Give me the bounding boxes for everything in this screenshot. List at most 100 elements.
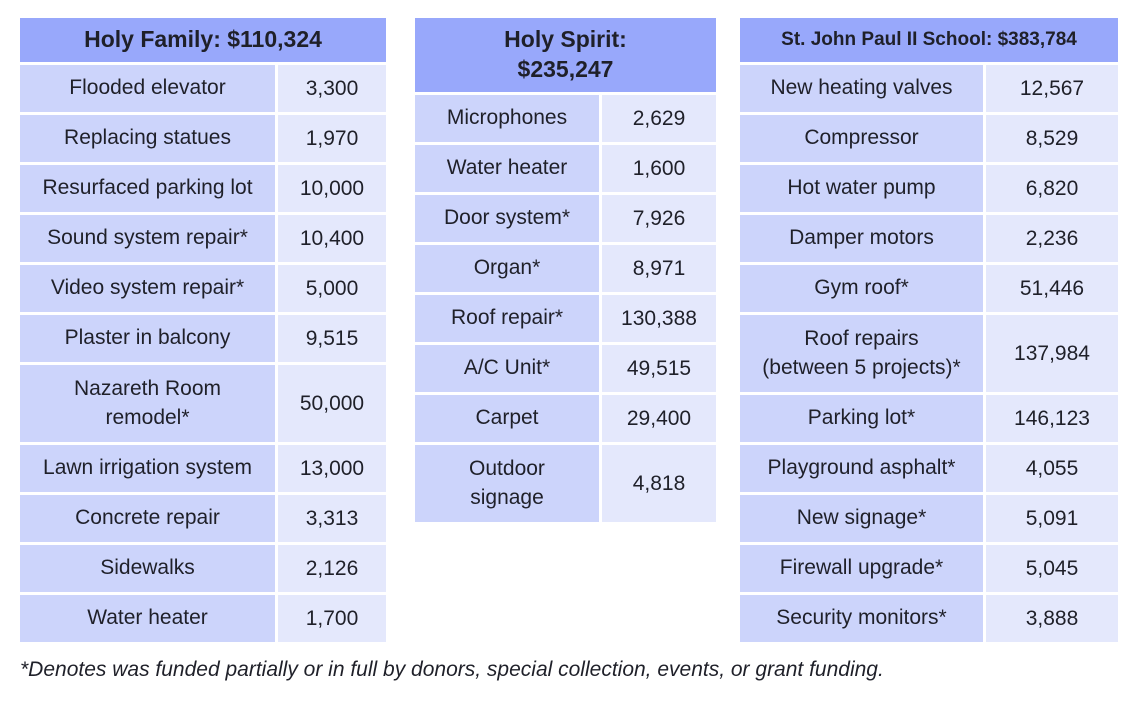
expense-label: Water heater [20,595,275,642]
expense-value: 146,123 [986,395,1118,442]
expense-value: 51,446 [986,265,1118,312]
expense-value: 137,984 [986,315,1118,392]
expense-value: 8,529 [986,115,1118,162]
expense-value: 29,400 [602,395,716,442]
table-row: Video system repair* 5,000 [20,265,386,312]
table-row: Concrete repair 3,313 [20,495,386,542]
table-title: Holy Family: $110,324 [20,18,386,62]
st-john-paul-ii-table: St. John Paul II School: $383,784 New he… [737,15,1121,645]
table-row: Sidewalks 2,126 [20,545,386,592]
table-row: Replacing statues 1,970 [20,115,386,162]
expense-value: 7,926 [602,195,716,242]
table-row: Compressor 8,529 [740,115,1118,162]
expense-label: Plaster in balcony [20,315,275,362]
expense-label: Compressor [740,115,983,162]
table-row: Roof repairs (between 5 projects)* 137,9… [740,315,1118,392]
table-row: Microphones 2,629 [415,95,716,142]
expense-label: Hot water pump [740,165,983,212]
table-header-row: Holy Family: $110,324 [20,18,386,62]
table-row: New heating valves 12,567 [740,65,1118,112]
expense-label: Nazareth Room remodel* [20,365,275,442]
expense-label: Microphones [415,95,599,142]
expense-label: Flooded elevator [20,65,275,112]
holy-spirit-table: Holy Spirit: $235,247 Microphones 2,629 … [412,15,719,525]
table-row: Outdoor signage 4,818 [415,445,716,522]
expense-value: 10,000 [278,165,386,212]
expense-label: Playground asphalt* [740,445,983,492]
expense-label: Roof repairs (between 5 projects)* [740,315,983,392]
expense-label: Video system repair* [20,265,275,312]
holy-family-table: Holy Family: $110,324 Flooded elevator 3… [17,15,389,645]
expense-label: Outdoor signage [415,445,599,522]
expense-label: Water heater [415,145,599,192]
expense-value: 12,567 [986,65,1118,112]
expense-label: Damper motors [740,215,983,262]
expense-value: 8,971 [602,245,716,292]
expense-label: Sound system repair* [20,215,275,262]
expense-label: New signage* [740,495,983,542]
expense-value: 5,091 [986,495,1118,542]
expense-label: Concrete repair [20,495,275,542]
expense-value: 130,388 [602,295,716,342]
expense-value: 13,000 [278,445,386,492]
table-row: Door system* 7,926 [415,195,716,242]
table-row: Gym roof* 51,446 [740,265,1118,312]
table-row: Carpet 29,400 [415,395,716,442]
table-header-row: St. John Paul II School: $383,784 [740,18,1118,62]
table-row: Security monitors* 3,888 [740,595,1118,642]
table-row: Flooded elevator 3,300 [20,65,386,112]
table-row: Organ* 8,971 [415,245,716,292]
table-row: Nazareth Room remodel* 50,000 [20,365,386,442]
expense-label: Security monitors* [740,595,983,642]
table-row: Plaster in balcony 9,515 [20,315,386,362]
expense-value: 4,818 [602,445,716,522]
table-row: Playground asphalt* 4,055 [740,445,1118,492]
expense-value: 9,515 [278,315,386,362]
table-row: Hot water pump 6,820 [740,165,1118,212]
expense-value: 1,600 [602,145,716,192]
table-row: New signage* 5,091 [740,495,1118,542]
expense-label: Roof repair* [415,295,599,342]
expense-label: Carpet [415,395,599,442]
table-row: Parking lot* 146,123 [740,395,1118,442]
table-row: Resurfaced parking lot 10,000 [20,165,386,212]
table-row: Sound system repair* 10,400 [20,215,386,262]
expense-label: Firewall upgrade* [740,545,983,592]
table-title: St. John Paul II School: $383,784 [740,18,1118,62]
expense-value: 2,236 [986,215,1118,262]
expense-value: 3,888 [986,595,1118,642]
table-row: Firewall upgrade* 5,045 [740,545,1118,592]
expense-label: Replacing statues [20,115,275,162]
expense-label: Gym roof* [740,265,983,312]
expense-value: 49,515 [602,345,716,392]
expense-value: 6,820 [986,165,1118,212]
expense-value: 4,055 [986,445,1118,492]
expense-label: Organ* [415,245,599,292]
table-row: A/C Unit* 49,515 [415,345,716,392]
expense-label: New heating valves [740,65,983,112]
expense-value: 1,970 [278,115,386,162]
expense-value: 5,000 [278,265,386,312]
expense-value: 3,313 [278,495,386,542]
table-title: Holy Spirit: $235,247 [415,18,716,92]
expense-value: 2,629 [602,95,716,142]
table-row: Roof repair* 130,388 [415,295,716,342]
asterisk-footnote: *Denotes was funded partially or in full… [20,658,884,681]
table-row: Water heater 1,600 [415,145,716,192]
expense-value: 3,300 [278,65,386,112]
expense-value: 2,126 [278,545,386,592]
expense-value: 5,045 [986,545,1118,592]
expense-value: 1,700 [278,595,386,642]
expense-value: 50,000 [278,365,386,442]
table-row: Lawn irrigation system 13,000 [20,445,386,492]
table-row: Damper motors 2,236 [740,215,1118,262]
expense-label: Sidewalks [20,545,275,592]
expense-value: 10,400 [278,215,386,262]
expense-label: Parking lot* [740,395,983,442]
expense-label: Resurfaced parking lot [20,165,275,212]
expense-label: Lawn irrigation system [20,445,275,492]
expense-label: Door system* [415,195,599,242]
table-header-row: Holy Spirit: $235,247 [415,18,716,92]
table-row: Water heater 1,700 [20,595,386,642]
